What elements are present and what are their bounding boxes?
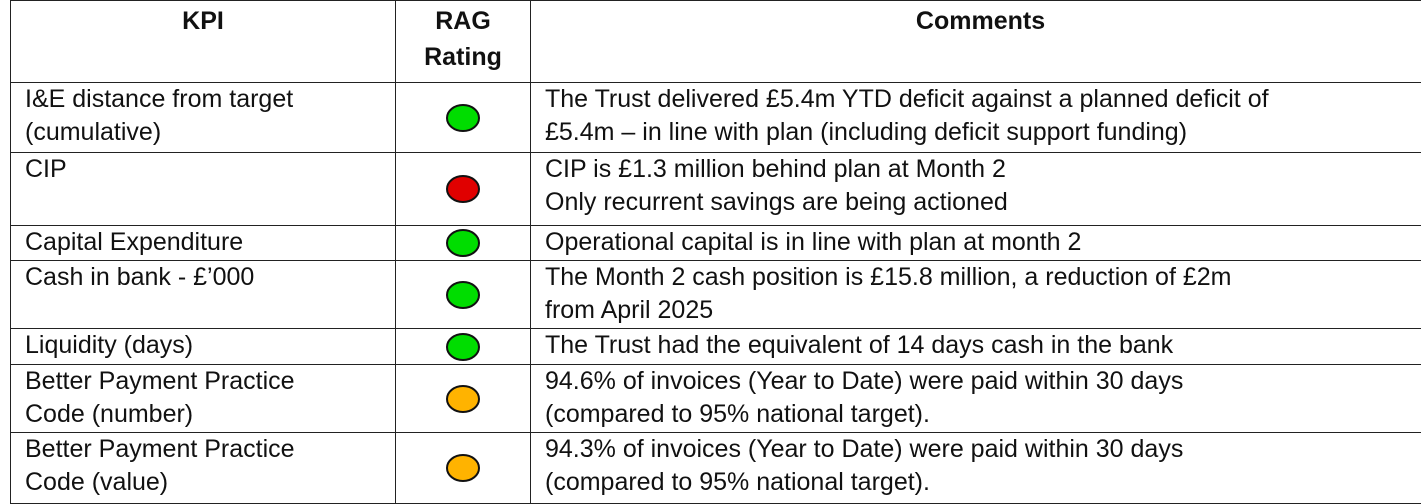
rag-dot [447, 455, 479, 481]
rag-cell [396, 83, 531, 153]
kpi-cell: CIP [11, 153, 396, 226]
kpi-text: Better Payment Practice [25, 365, 395, 398]
comment-text: Operational capital is in line with plan… [545, 226, 1421, 259]
header-text: Rating [396, 39, 530, 75]
comments-cell: 94.3% of invoices (Year to Date) were pa… [531, 433, 1421, 504]
table-row: CIP CIP is £1.3 million behind plan at Mo… [11, 153, 1421, 226]
kpi-cell: Cash in bank - £’000 [11, 261, 396, 329]
comment-text: (compared to 95% national target). [545, 466, 1421, 499]
kpi-text: Capital Expenditure [25, 226, 395, 259]
comments-cell: The Trust had the equivalent of 14 days … [531, 329, 1421, 365]
comments-cell: Operational capital is in line with plan… [531, 226, 1421, 261]
comment-text: The Trust had the equivalent of 14 days … [545, 329, 1421, 362]
comment-text: The Trust delivered £5.4m YTD deficit ag… [545, 83, 1421, 116]
rag-icon [443, 173, 483, 205]
kpi-cell: Capital Expenditure [11, 226, 396, 261]
kpi-text: Cash in bank - £’000 [25, 261, 395, 294]
table-row: Capital Expenditure Operational capital i… [11, 226, 1421, 261]
kpi-text: Code (value) [25, 466, 395, 499]
header-cell: Comments [531, 1, 1421, 83]
comments-cell: The Trust delivered £5.4m YTD deficit ag… [531, 83, 1421, 153]
comment-text: from April 2025 [545, 294, 1421, 327]
kpi-text: (cumulative) [25, 116, 395, 149]
rag-dot [447, 176, 479, 202]
rag-cell [396, 329, 531, 365]
comment-text: The Month 2 cash position is £15.8 milli… [545, 261, 1421, 294]
comments-cell: CIP is £1.3 million behind plan at Month… [531, 153, 1421, 226]
rag-icon [443, 102, 483, 134]
comment-text: CIP is £1.3 million behind plan at Month… [545, 153, 1421, 186]
kpi-cell: Liquidity (days) [11, 329, 396, 365]
comments-cell: 94.6% of invoices (Year to Date) were pa… [531, 365, 1421, 433]
rag-dot [447, 230, 479, 256]
kpi-text: CIP [25, 153, 395, 186]
kpi-text: I&E distance from target [25, 83, 395, 116]
table-row: I&E distance from target(cumulative) The … [11, 83, 1421, 153]
comment-text: (compared to 95% national target). [545, 398, 1421, 431]
rag-dot [447, 105, 479, 131]
header-text: KPI [11, 3, 395, 39]
kpi-text: Code (number) [25, 398, 395, 431]
comment-text: £5.4m – in line with plan (including def… [545, 116, 1421, 149]
rag-cell [396, 433, 531, 504]
rag-icon [443, 227, 483, 259]
rag-cell [396, 153, 531, 226]
rag-icon [443, 279, 483, 311]
comment-text: 94.6% of invoices (Year to Date) were pa… [545, 365, 1421, 398]
table-row: Cash in bank - £’000 The Month 2 cash pos… [11, 261, 1421, 329]
rag-dot [447, 282, 479, 308]
rag-dot [447, 334, 479, 360]
header-cell: KPI [11, 1, 396, 83]
rag-icon [443, 383, 483, 415]
kpi-cell: I&E distance from target(cumulative) [11, 83, 396, 153]
table-row: Liquidity (days) The Trust had the equiva… [11, 329, 1421, 365]
kpi-text: Liquidity (days) [25, 329, 395, 362]
rag-cell [396, 226, 531, 261]
header-text: RAG [396, 3, 530, 39]
rag-icon [443, 452, 483, 484]
rag-cell [396, 261, 531, 329]
comment-text: 94.3% of invoices (Year to Date) were pa… [545, 433, 1421, 466]
header-text: Comments [531, 3, 1421, 39]
rag-dot [447, 386, 479, 412]
comments-cell: The Month 2 cash position is £15.8 milli… [531, 261, 1421, 329]
rag-icon [443, 331, 483, 363]
comment-text: Only recurrent savings are being actione… [545, 186, 1421, 219]
rag-cell [396, 365, 531, 433]
kpi-text: Better Payment Practice [25, 433, 395, 466]
